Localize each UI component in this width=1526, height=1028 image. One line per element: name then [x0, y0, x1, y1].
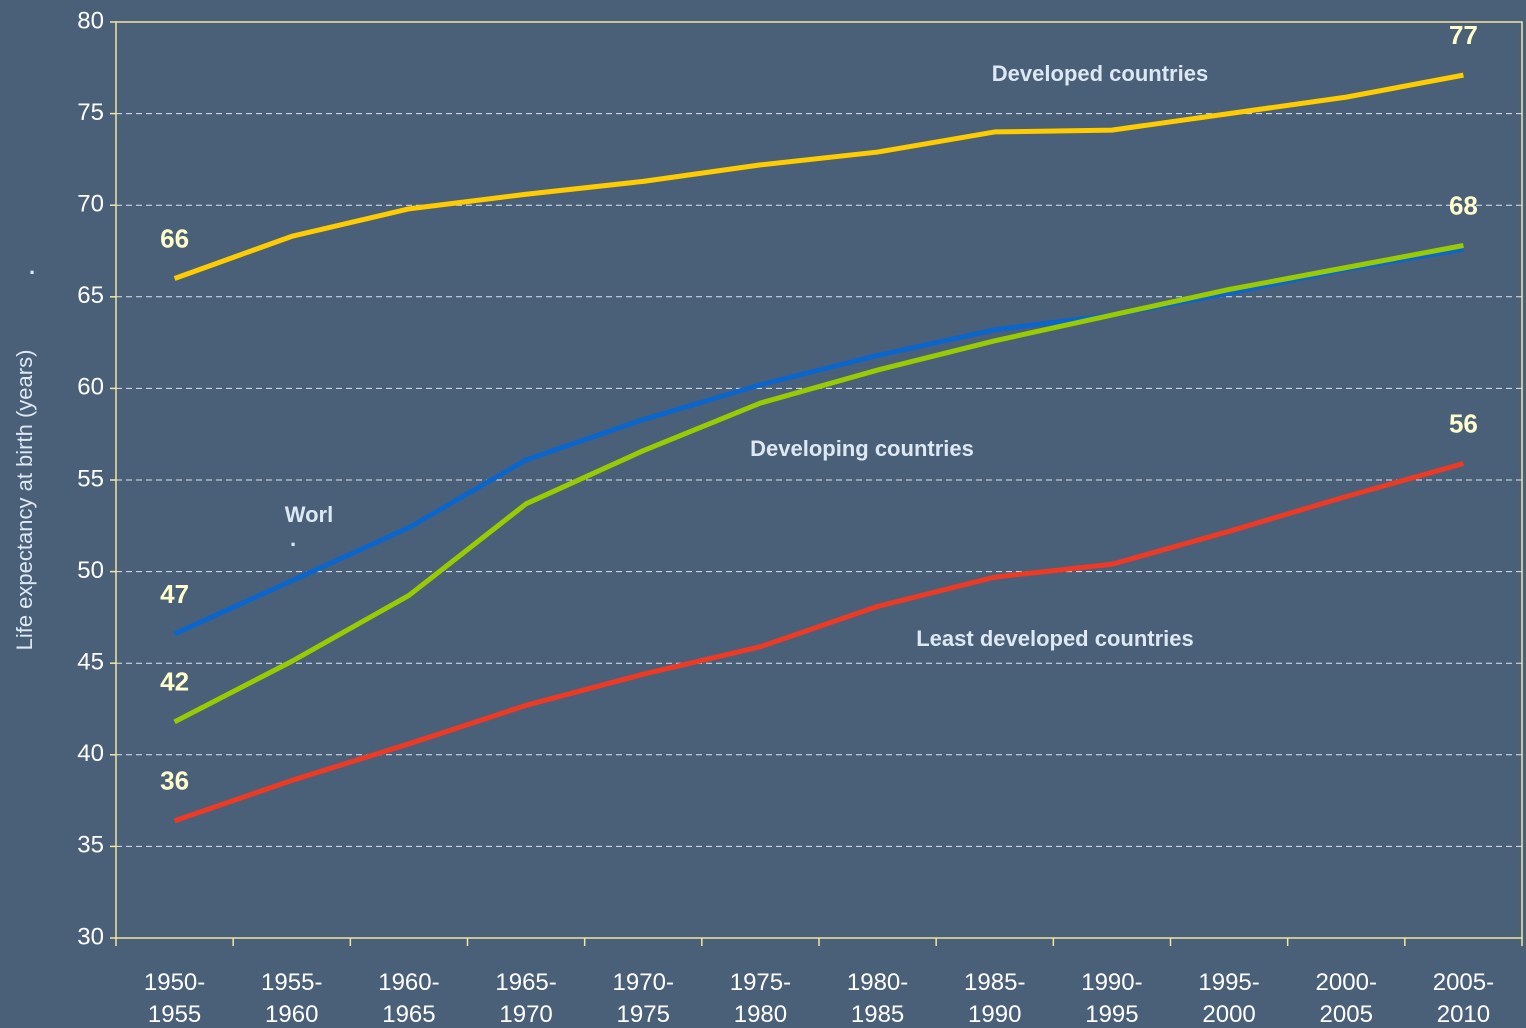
x-tick-label: 2000-2005 — [1316, 969, 1377, 1028]
series-line — [173, 246, 1464, 637]
series-label: Developing countries — [750, 436, 974, 461]
y-tick-label: 65 — [77, 282, 104, 309]
y-tick-label: 40 — [77, 740, 104, 767]
y-tick-label: 55 — [77, 465, 104, 492]
series-label: Developed countries — [992, 61, 1208, 86]
y-tick-label: 45 — [77, 649, 104, 676]
x-tick-label: 1985-1990 — [964, 969, 1025, 1028]
y-tick-label: 30 — [77, 923, 104, 950]
y-tick-label: 75 — [77, 99, 104, 126]
x-tick-label: 1980-1985 — [847, 969, 908, 1028]
y-tick-label: 35 — [77, 832, 104, 859]
series-label: Worl — [285, 502, 333, 527]
series-line — [173, 461, 1465, 824]
x-tick-label: 1960-1965 — [378, 969, 439, 1028]
data-label: 42 — [160, 667, 189, 697]
series-label: Least developed countries — [916, 626, 1194, 651]
data-label: 47 — [160, 579, 189, 609]
data-label: 56 — [1449, 408, 1478, 438]
data-label: 66 — [160, 223, 189, 253]
x-tick-label: 1965-1970 — [495, 969, 556, 1028]
x-tick-label: 1990-1995 — [1081, 969, 1142, 1028]
y-tick-label: 50 — [77, 557, 104, 584]
y-axis-label: Life expectancy at birth (years) — [12, 350, 37, 651]
y-tick-label: 60 — [77, 374, 104, 401]
x-tick-label: 1955-1960 — [261, 969, 322, 1028]
data-label: 77 — [1449, 20, 1478, 50]
data-label: 68 — [1449, 190, 1478, 220]
x-tick-label: 2005-2010 — [1433, 969, 1494, 1028]
y-tick-label: 70 — [77, 191, 104, 218]
x-tick-label: 1950-1955 — [144, 969, 205, 1028]
data-label: 36 — [160, 766, 189, 796]
y-tick-label: 80 — [77, 7, 104, 34]
x-tick-label: 1970-1975 — [613, 969, 674, 1028]
series-line — [173, 243, 1464, 725]
annotation: . — [290, 526, 296, 551]
x-tick-label: 1995-2000 — [1198, 969, 1259, 1028]
annotation: . — [29, 254, 35, 279]
x-tick-label: 1975-1980 — [730, 969, 791, 1028]
series-line — [173, 72, 1464, 281]
